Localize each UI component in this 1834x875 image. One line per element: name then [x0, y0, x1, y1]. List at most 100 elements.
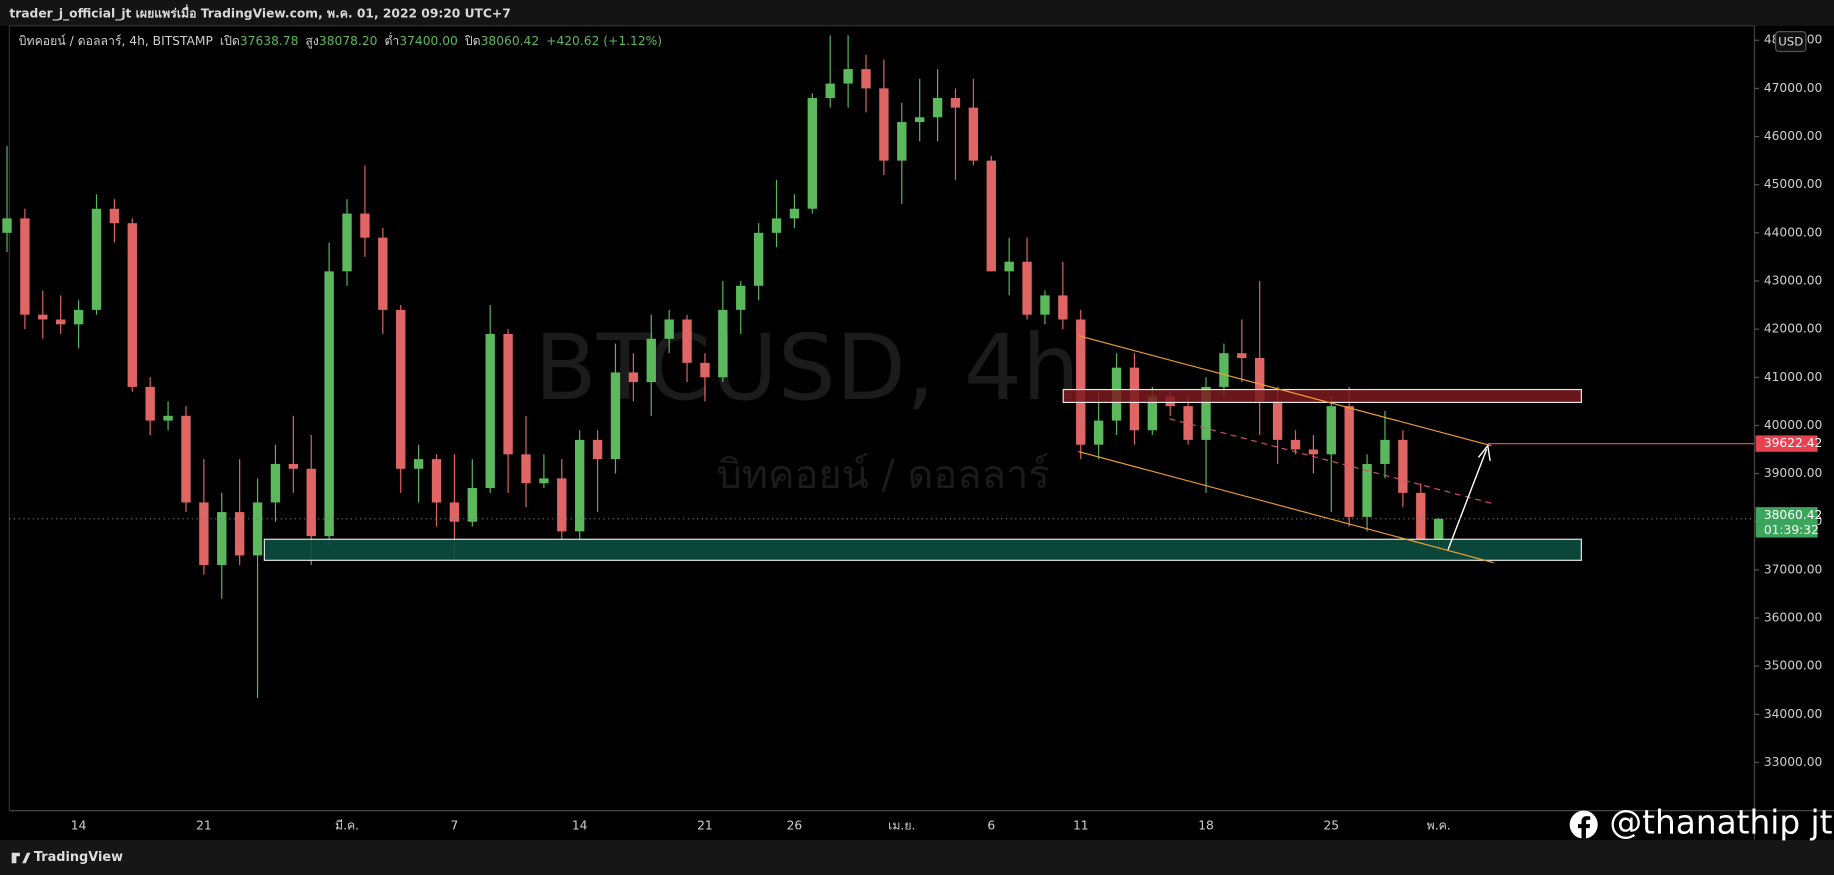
- candle-body: [646, 338, 656, 383]
- candle-body: [557, 478, 567, 532]
- candle-body: [628, 372, 639, 383]
- legend-value: 38078.20: [319, 33, 378, 47]
- currency-badge: [1774, 31, 1807, 53]
- projection-arrow: [1447, 448, 1488, 551]
- candle-body: [682, 319, 692, 363]
- candle-body: [360, 213, 370, 238]
- candle-body: [897, 122, 907, 161]
- candle-body: [181, 415, 191, 503]
- candle-body: [664, 319, 674, 339]
- y-tick-label: 46000.00: [1764, 129, 1823, 143]
- candle-body: [1076, 319, 1086, 445]
- footer-bar: [0, 839, 1834, 875]
- target-tag: [1755, 435, 1818, 452]
- candle-body: [771, 218, 782, 233]
- x-tick-label: 21: [196, 818, 212, 832]
- publisher: trader_j_official_jt เผยแพร่เมื่อ Tradin…: [9, 5, 510, 22]
- candle-body: [109, 208, 120, 224]
- channel-mid: [1169, 418, 1495, 505]
- candle-body: [413, 459, 424, 469]
- candle-body: [1255, 358, 1265, 402]
- channel-upper: [1078, 335, 1492, 447]
- legend-label: เปิด: [220, 33, 240, 47]
- brand: TradingView: [34, 850, 123, 865]
- brand-logo: [11, 852, 31, 864]
- x-tick-label: เม.ย.: [888, 818, 915, 832]
- candle-body: [91, 208, 102, 310]
- candle-body: [1290, 439, 1301, 450]
- candle-body: [1237, 353, 1247, 359]
- price-axis: 33000.00 34000.00 35000.00 36000.00 37000.00…: [1754, 33, 1822, 769]
- x-tick-label: 21: [697, 818, 713, 832]
- x-tick-label: 14: [71, 818, 87, 832]
- candle-body: [592, 439, 603, 460]
- x-tick-label: 6: [987, 818, 995, 832]
- y-tick-label: 34000.00: [1764, 707, 1823, 721]
- candle-body: [843, 69, 853, 84]
- candle-body: [1004, 261, 1014, 272]
- candle-body: [1058, 295, 1068, 320]
- legend-label: ต่ำ: [384, 31, 399, 47]
- y-tick-label: 47000.00: [1764, 81, 1823, 95]
- x-tick-label: พ.ค.: [1427, 818, 1451, 832]
- candle-body: [1308, 449, 1319, 455]
- candle-body: [1183, 406, 1193, 440]
- legend-label: ปิด: [464, 33, 480, 47]
- candle-body: [306, 468, 316, 537]
- candle-body: [950, 98, 961, 108]
- candle-body: [610, 372, 621, 460]
- candle-body: [807, 98, 817, 209]
- y-tick-label: 37000.00: [1764, 562, 1823, 576]
- candle-body: [217, 512, 227, 566]
- candle-body: [718, 309, 728, 378]
- candle-body: [1344, 406, 1354, 517]
- candle-body: [199, 502, 209, 566]
- last-price-tag: [1755, 507, 1818, 538]
- candle-body: [574, 439, 585, 532]
- arrow-head: [1477, 444, 1491, 461]
- candle-body: [485, 333, 495, 489]
- y-tick-label: 33000.00: [1764, 755, 1823, 769]
- credit: @thanathip jt: [1609, 804, 1832, 842]
- candle-body: [1272, 401, 1283, 440]
- candle-body: [1433, 518, 1444, 540]
- candle-body: [342, 213, 352, 272]
- y-tick-label: 35000.00: [1764, 659, 1823, 673]
- watermark-symbol: BTCUSD, 4h: [534, 314, 1079, 421]
- candle-body: [163, 415, 173, 421]
- y-tick-label: 36000.00: [1764, 611, 1823, 625]
- candle-body: [986, 160, 996, 272]
- y-tick-label: 44000.00: [1764, 225, 1823, 239]
- candle-body: [431, 459, 442, 503]
- candle-body: [932, 98, 943, 118]
- candle-body: [1380, 439, 1390, 464]
- countdown: 01:39:32: [1764, 523, 1819, 537]
- x-tick-label: 26: [787, 818, 803, 832]
- y-tick-label: 40000.00: [1764, 418, 1823, 432]
- candle-body: [38, 314, 48, 320]
- candle-body: [1022, 261, 1032, 315]
- target-label: 39622.42: [1764, 436, 1823, 450]
- y-tick-label: 43000.00: [1764, 273, 1823, 287]
- candle-body: [2, 218, 12, 233]
- candle-body: [1201, 386, 1211, 440]
- legend-symbol: บิทคอยน์ / ดอลลาร์, 4h, BITSTAMP: [19, 33, 213, 47]
- candle-body: [270, 463, 281, 503]
- currency: USD: [1778, 35, 1803, 49]
- y-tick-label: 42000.00: [1764, 322, 1823, 336]
- candle-body: [700, 362, 710, 378]
- candle-body: [968, 107, 979, 161]
- legend: บิทคอยน์ / ดอลลาร์, 4h, BITSTAMP เปิด3763…: [19, 31, 662, 48]
- watermark-name: บิทคอยน์ / ดอลลาร์: [717, 452, 1050, 498]
- candle-body: [1362, 463, 1372, 517]
- x-tick-label: 14: [572, 818, 588, 832]
- candle-body: [539, 478, 549, 484]
- candle-body: [73, 309, 84, 325]
- candle-body: [449, 502, 460, 522]
- candle-body: [1398, 439, 1408, 493]
- candle-body: [879, 88, 889, 161]
- x-tick-label: 18: [1198, 818, 1214, 832]
- candle-body: [234, 512, 245, 556]
- support-zone: [263, 538, 1582, 561]
